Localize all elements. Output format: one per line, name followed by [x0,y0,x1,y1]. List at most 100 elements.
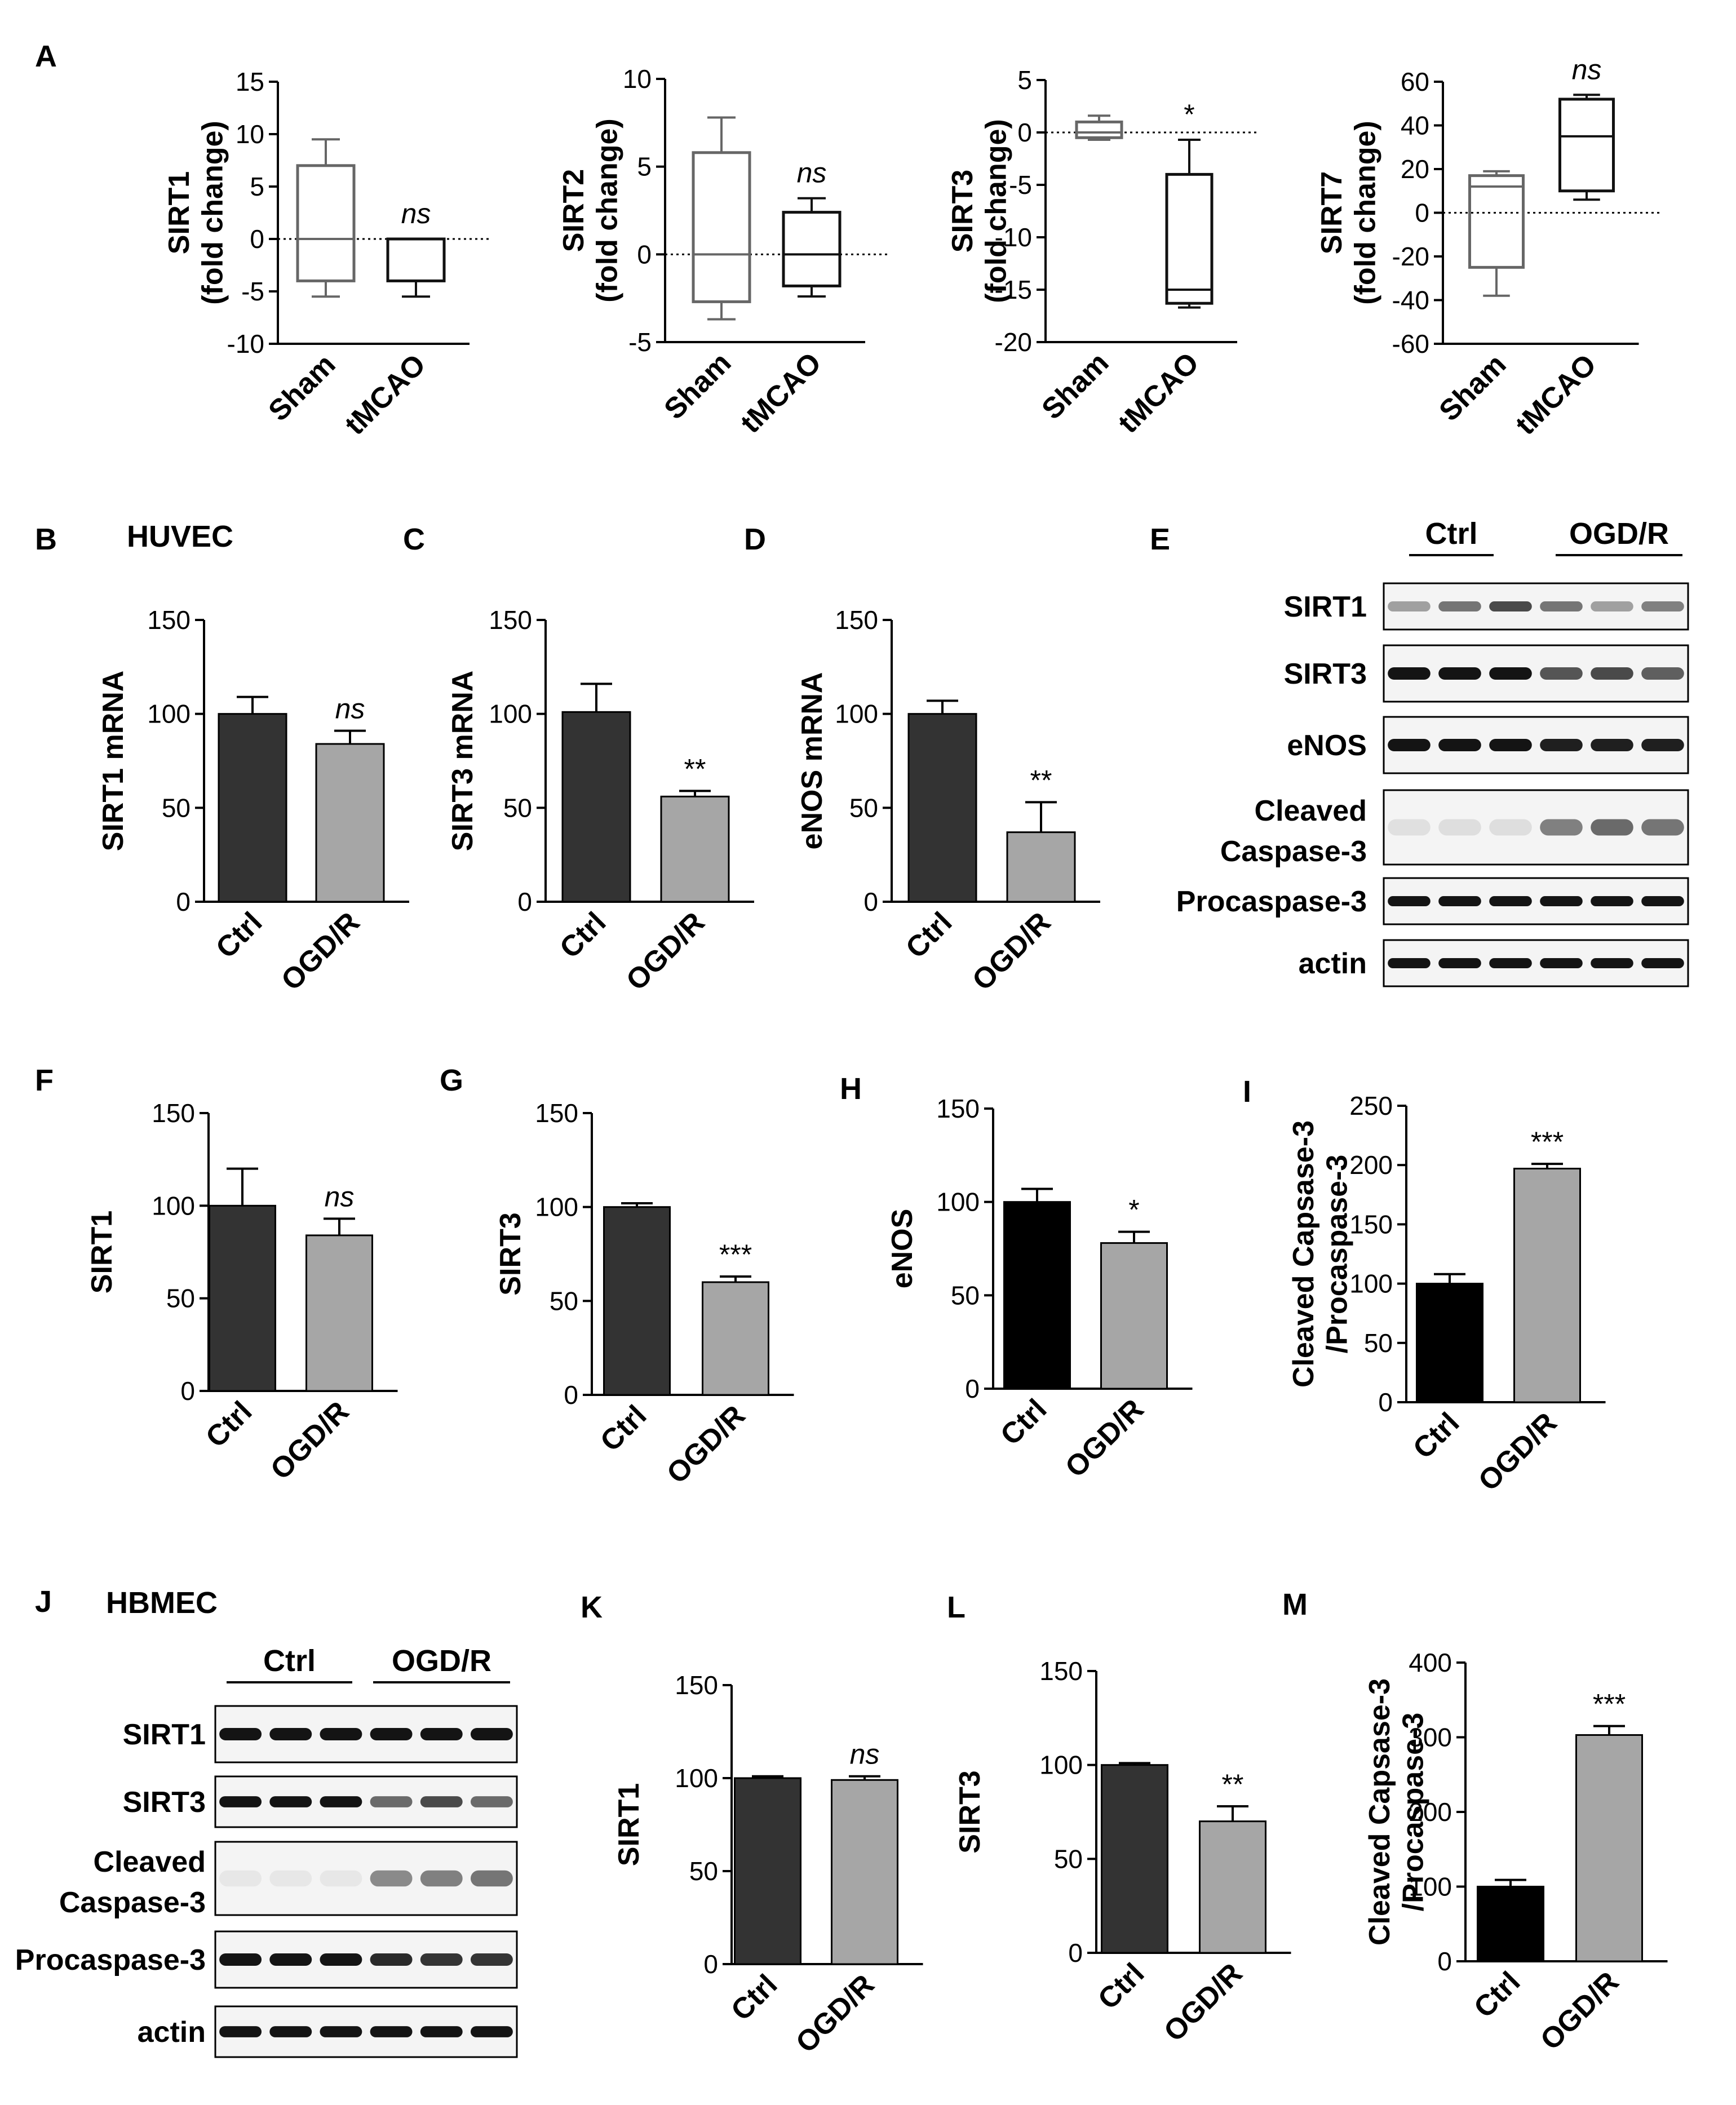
x-tick-label: OGD/R [790,1968,881,2059]
y-tick-label: 50 [166,1284,195,1313]
blot-band [1489,667,1532,680]
significance-label: *** [719,1239,752,1270]
y-tick-label: 5 [1017,65,1032,95]
blot-band [370,1953,413,1966]
y-axis-label: SIRT3 mRNA [446,671,479,852]
blot-band [1540,896,1583,907]
x-tick-label: Ctrl [900,906,958,964]
significance-label: ** [684,753,706,785]
y-tick-label: -5 [241,277,264,306]
y-tick-label: 100 [835,699,878,729]
y-tick-label: 150 [147,605,191,635]
y-tick-label: 0 [1437,1947,1452,1976]
blot-row-label: Procaspase-3 [15,1944,206,1977]
blot-row-label: Procaspase-3 [1176,885,1367,918]
blot-row: actin [1299,939,1689,987]
blot-row: SIRT1 [1284,582,1689,631]
blot-band [420,1728,463,1740]
chart-a4: 60 40 20 0 -20 -40 -60 SIRT7(fold change) ns Sham… [1316,54,1662,441]
y-tick-label: 0 [703,1949,718,1979]
bar-ogdr [831,1779,898,1965]
y-axis-label: SIRT2(fold change) [557,118,624,302]
blot-band [470,1953,513,1966]
chart-h: 150 100 50 0 eNOS * Ctrl OGD/R [886,1094,1193,1484]
y-tick-label: 150 [489,605,532,635]
blot-band [470,2026,513,2037]
y-axis-label-line: SIRT1 [163,171,196,254]
y-axis-label: SIRT1 [613,1783,645,1866]
box-iqr [1468,174,1525,269]
blot-band [470,1728,513,1740]
y-axis-label: SIRT1 [86,1211,118,1293]
y-tick-label: 100 [1039,1751,1083,1780]
y-axis-label-line: (fold change) [1349,121,1382,304]
blot-row: SIRT1 [123,1705,518,1763]
x-tick-label: OGD/R [966,906,1057,997]
blot-band [1388,958,1431,969]
chart-a3: 5 0 -5 -10 -15 -20 SIRT3(fold change) * ShamtMCA… [946,65,1260,440]
blot-band [1489,739,1532,751]
bar-ctrl [603,1206,671,1396]
panel-letter-c: C [403,522,425,556]
bar-ogdr [1575,1734,1643,1962]
blot-band [269,1796,312,1807]
western-blot-e: Ctrl OGD/R SIRT1 SIRT3 eNOS Cleaved Caspase-3 P… [1176,517,1689,987]
y-tick-label: 100 [1409,1872,1452,1902]
blot-band [1641,958,1684,969]
blot-band [1540,601,1583,612]
blot-band [1438,601,1481,612]
x-tick-label: Sham [1035,346,1115,426]
box-iqr [1558,98,1615,193]
y-tick-label: 100 [489,699,532,729]
blot-row-label-line: SIRT1 [1284,591,1367,623]
blot-row: actin [138,2005,518,2058]
y-axis-label: SIRT1(fold change) [163,121,229,304]
blot-strip [214,1705,518,1763]
blot-band [320,1953,362,1966]
blot-group-label-ogdr: OGD/R [1569,517,1669,551]
bar-ctrl [1003,1201,1071,1390]
y-tick-label: 50 [550,1286,578,1315]
blot-strip [1383,789,1689,866]
blot-strip [1383,582,1689,631]
blot-band [1641,819,1684,836]
blot-band [269,1870,312,1887]
y-tick-label: 15 [236,67,264,96]
x-tick-label: tMCAO [339,348,432,441]
x-tick-label: Ctrl [725,1968,783,2027]
blot-band [370,1728,413,1740]
significance-label: ns [850,1739,880,1770]
y-tick-label: 150 [535,1098,578,1128]
y-tick-label: 50 [689,1856,718,1886]
panel-letter-b: B [35,522,57,556]
y-tick-label: 400 [1409,1648,1452,1677]
y-axis-label: Cleaved Capsase-3/Procaspase-3 [1363,1678,1430,1946]
blot-band [1489,896,1532,907]
bar-ogdr [660,795,730,903]
x-tick-label: Sham [1433,348,1512,427]
blot-band [1591,958,1633,969]
y-axis-label-line: SIRT2 [557,169,590,252]
y-tick-label: 250 [1349,1091,1393,1120]
panel-letter-h: H [840,1072,862,1106]
y-tick-label: 0 [250,224,264,254]
blot-row-label-line: Caspase-3 [1220,835,1367,868]
bar-ogdr [305,1234,373,1392]
blot-band [219,1796,262,1807]
bar-ogdr [702,1281,769,1396]
x-tick-label: OGD/R [275,906,366,997]
y-tick-label: 100 [1349,1269,1393,1299]
y-axis-label: SIRT3(fold change) [946,119,1013,303]
western-blot-j: Ctrl OGD/R SIRT1 SIRT3 Cleaved Caspase-3 Proca… [15,1644,518,2058]
blot-band [320,1870,362,1887]
blot-band [320,2026,362,2037]
blot-group-label-ctrl: Ctrl [263,1644,316,1678]
significance-label: * [1128,1194,1139,1226]
blot-band [1438,819,1481,836]
significance-label: ns [335,693,365,725]
bar-ctrl [907,713,977,903]
y-tick-label: 50 [1054,1844,1083,1873]
y-tick-label: 0 [965,1374,980,1403]
y-tick-label: 0 [564,1380,578,1410]
bar-ogdr [315,743,385,903]
